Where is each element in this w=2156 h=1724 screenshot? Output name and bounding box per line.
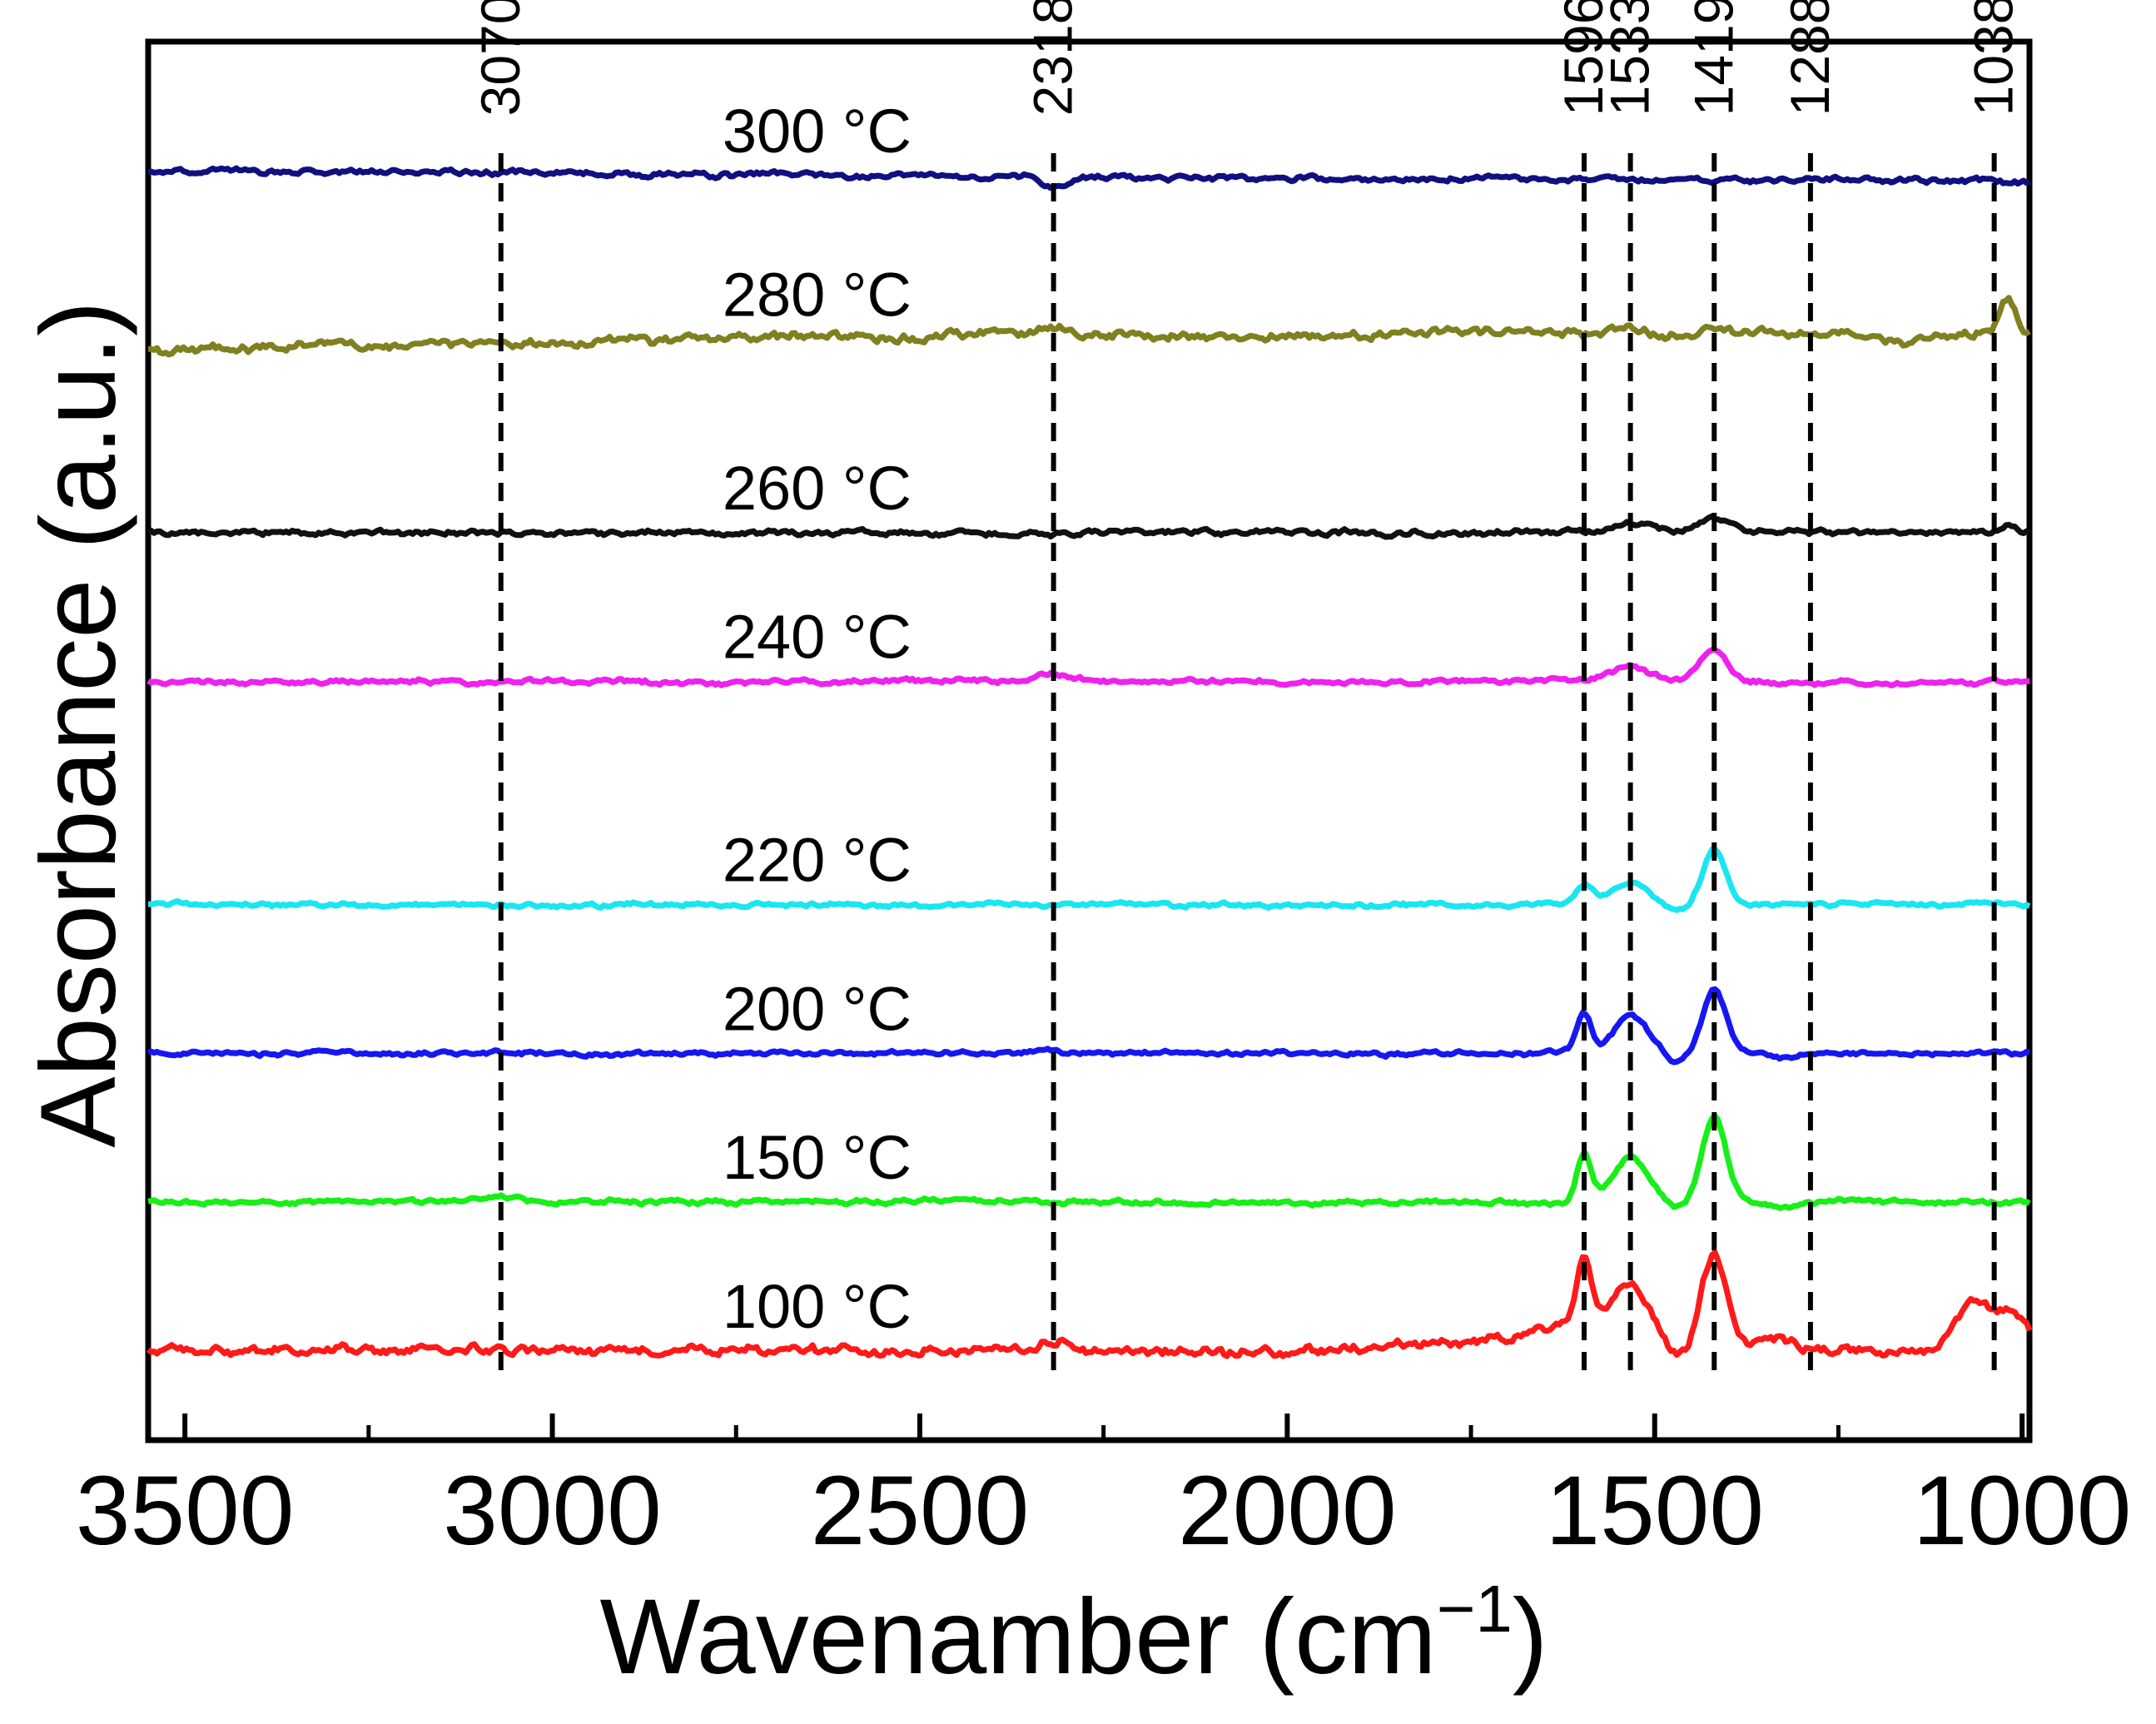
series-label: 260 °C (723, 454, 912, 523)
series-label: 220 °C (723, 826, 912, 895)
series-label: 100 °C (723, 1272, 912, 1341)
x-tick-label: 2000 (1178, 1456, 1397, 1566)
x-axis-title: Wavenamber (cm−1) (599, 1572, 1547, 1697)
x-tick-label: 2500 (811, 1456, 1030, 1566)
series-line-260C (147, 513, 2031, 540)
x-axis-title-superscript: −1 (1437, 1572, 1513, 1646)
series-label: 240 °C (723, 603, 912, 672)
series-line-200C (147, 986, 2031, 1066)
peak-label: 1288 (1779, 0, 1841, 116)
series-line-150C (147, 1113, 2031, 1211)
series-line-100C (146, 1250, 2033, 1359)
x-tick-label: 3000 (443, 1456, 662, 1566)
x-tick-label: 3500 (76, 1456, 295, 1566)
x-axis-title-text: Wavenamber (cm (599, 1577, 1436, 1697)
peak-label: 1533 (1599, 0, 1661, 116)
peak-label: 1038 (1963, 0, 2024, 116)
series-label: 200 °C (723, 974, 912, 1043)
series-label: 280 °C (723, 260, 912, 329)
series-line-220C (147, 847, 2031, 913)
peak-label: 2318 (1022, 0, 1084, 116)
plot-frame (145, 38, 2033, 1443)
series-line-240C (147, 647, 2030, 688)
x-tick-label: 1000 (1913, 1456, 2132, 1566)
series-label: 300 °C (723, 97, 912, 166)
x-tick-label: 1500 (1546, 1456, 1765, 1566)
series-line-300C (147, 165, 2031, 191)
y-axis-title: Absorbance (a.u.) (19, 301, 138, 1147)
series-layer (146, 165, 2033, 1359)
x-axis-title-close: ) (1513, 1577, 1548, 1697)
peak-label: 1596 (1552, 0, 1614, 116)
x-axis-ticks: 3500 3000 2500 2000 1500 1000 (76, 1413, 2132, 1566)
series-label: 150 °C (723, 1123, 912, 1192)
peak-label: 1419 (1682, 0, 1744, 116)
peak-label: 3070 (469, 0, 531, 116)
series-labels: 100 °C 150 °C 200 °C 220 °C 240 °C 260 °C 280 … (723, 97, 912, 1341)
series-line-280C (147, 295, 2031, 358)
